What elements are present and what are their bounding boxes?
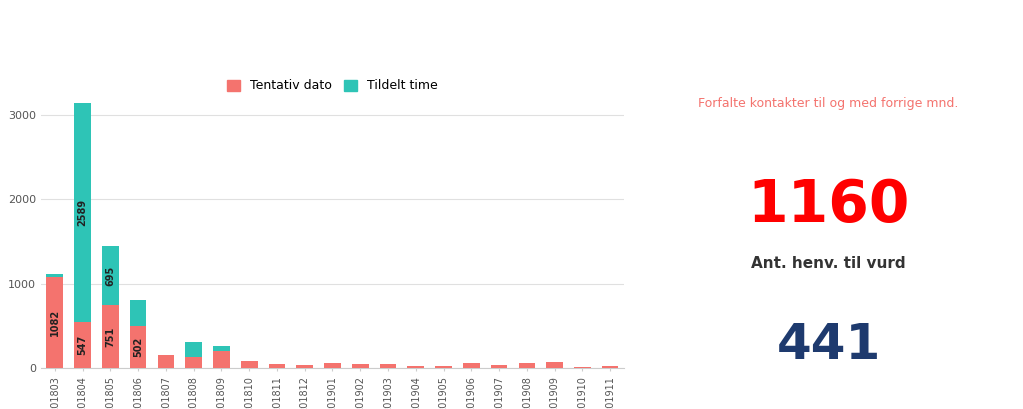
Bar <box>407 366 425 368</box>
Bar <box>380 364 396 368</box>
Text: 1082: 1082 <box>50 309 59 336</box>
Bar <box>75 322 91 368</box>
Bar <box>46 277 63 368</box>
Bar <box>213 346 230 351</box>
Bar <box>269 364 285 368</box>
Text: 751: 751 <box>105 326 116 346</box>
Legend: Tentativ dato, Tildelt time: Tentativ dato, Tildelt time <box>222 74 443 97</box>
Text: Forfalte kontakter til og med forrige mnd.: Forfalte kontakter til og med forrige mn… <box>699 97 959 110</box>
Text: 2589: 2589 <box>78 199 88 226</box>
Bar <box>185 342 202 357</box>
Bar <box>102 246 119 305</box>
Text: 547: 547 <box>78 335 88 355</box>
Text: Planlagte kontakter (tildelt/tentativ time): Planlagte kontakter (tildelt/tentativ ti… <box>12 27 537 47</box>
Bar <box>463 364 480 368</box>
Text: 441: 441 <box>776 321 881 369</box>
Bar <box>213 351 230 368</box>
Bar <box>158 355 174 368</box>
Text: 695: 695 <box>105 265 116 285</box>
Bar <box>46 274 63 277</box>
Bar <box>546 362 563 368</box>
Bar <box>602 366 619 368</box>
Bar <box>130 326 146 368</box>
Bar <box>75 103 91 322</box>
Bar <box>185 357 202 368</box>
Bar <box>491 365 507 368</box>
Bar <box>574 367 590 368</box>
Bar <box>519 363 535 368</box>
Bar <box>297 365 313 368</box>
Text: 1160: 1160 <box>748 177 909 234</box>
Bar <box>102 305 119 368</box>
Bar <box>324 364 341 368</box>
Bar <box>240 361 258 368</box>
Bar <box>435 366 452 368</box>
Bar <box>130 300 146 326</box>
Text: 502: 502 <box>133 337 143 357</box>
Text: Ant. henv. til vurd: Ant. henv. til vurd <box>751 256 906 271</box>
Bar <box>352 364 368 368</box>
